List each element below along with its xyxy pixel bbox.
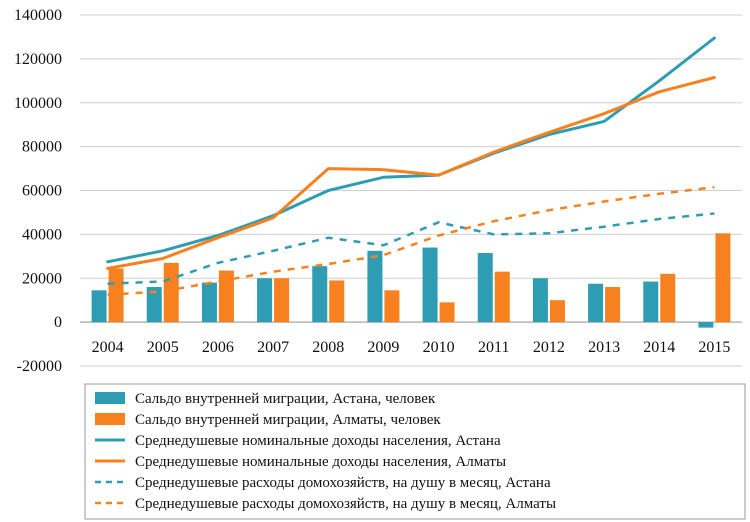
bar — [588, 283, 604, 323]
x-tick-label: 2006 — [202, 339, 234, 356]
legend-label: Среднедушевые расходы домохозяйств, на д… — [135, 496, 556, 512]
y-tick-label: 80000 — [22, 139, 62, 156]
bar — [660, 273, 676, 323]
bar — [146, 287, 162, 323]
bar — [605, 287, 621, 323]
y-tick-label: -20000 — [17, 358, 62, 375]
bar — [439, 302, 455, 323]
bar — [257, 278, 273, 323]
bar — [698, 322, 714, 328]
y-tick-label: 140000 — [14, 7, 62, 24]
bar — [532, 278, 548, 323]
x-tick-label: 2007 — [257, 339, 289, 356]
y-tick-label: 100000 — [14, 95, 62, 112]
series-line — [107, 212, 715, 285]
bar — [367, 250, 383, 323]
gridlines — [80, 14, 742, 367]
bar — [218, 270, 234, 323]
bar — [643, 281, 659, 323]
legend-label: Среднедушевые номинальные доходы населен… — [135, 454, 506, 470]
bar — [201, 282, 217, 323]
line-series — [106, 36, 716, 296]
bar — [108, 268, 124, 323]
bar — [274, 278, 290, 323]
legend-label: Среднедушевые номинальные доходы населен… — [135, 433, 501, 449]
legend: Сальдо внутренней миграции, Астана, чело… — [95, 391, 556, 512]
x-tick-label: 2005 — [147, 339, 179, 356]
y-tick-label: 120000 — [14, 51, 62, 68]
bar-series — [91, 233, 731, 328]
x-tick-label: 2004 — [92, 339, 124, 356]
series-line — [106, 36, 716, 264]
bar — [549, 300, 565, 323]
bar — [329, 280, 345, 323]
x-tick-label: 2008 — [312, 339, 344, 356]
bar — [91, 290, 107, 323]
legend-label: Среднедушевые расходы домохозяйств, на д… — [135, 475, 551, 491]
x-tick-label: 2013 — [588, 339, 620, 356]
y-axis-tick-labels: -20000 0 20000 40000 60000 80000 100000 120000 1… — [14, 7, 62, 375]
bar — [312, 266, 328, 323]
legend-swatch — [95, 392, 125, 404]
x-tick-label: 2010 — [423, 339, 455, 356]
legend-label: Сальдо внутренней миграции, Алматы, чело… — [135, 412, 441, 428]
series-line — [107, 185, 715, 296]
y-tick-label: 20000 — [22, 270, 62, 287]
y-tick-label: 40000 — [22, 226, 62, 243]
bar — [384, 290, 400, 323]
y-tick-label: 60000 — [22, 183, 62, 200]
x-tick-label: 2011 — [478, 339, 509, 356]
legend-swatch — [95, 413, 125, 425]
x-axis-tick-labels: 2004 2005 2006 2007 2008 2009 2010 2011 2012 2013… — [92, 339, 731, 356]
bar — [477, 253, 493, 323]
x-tick-label: 2012 — [533, 339, 565, 356]
legend-box — [84, 383, 746, 520]
x-tick-label: 2009 — [367, 339, 399, 356]
bar — [163, 262, 179, 323]
series-line — [106, 76, 716, 270]
bar — [715, 233, 731, 323]
legend-label: Сальдо внутренней миграции, Астана, чело… — [135, 391, 436, 407]
bar — [422, 247, 438, 323]
bar — [494, 271, 510, 323]
x-tick-label: 2015 — [698, 339, 730, 356]
y-tick-label: 0 — [54, 314, 62, 331]
x-tick-label: 2014 — [643, 339, 675, 356]
